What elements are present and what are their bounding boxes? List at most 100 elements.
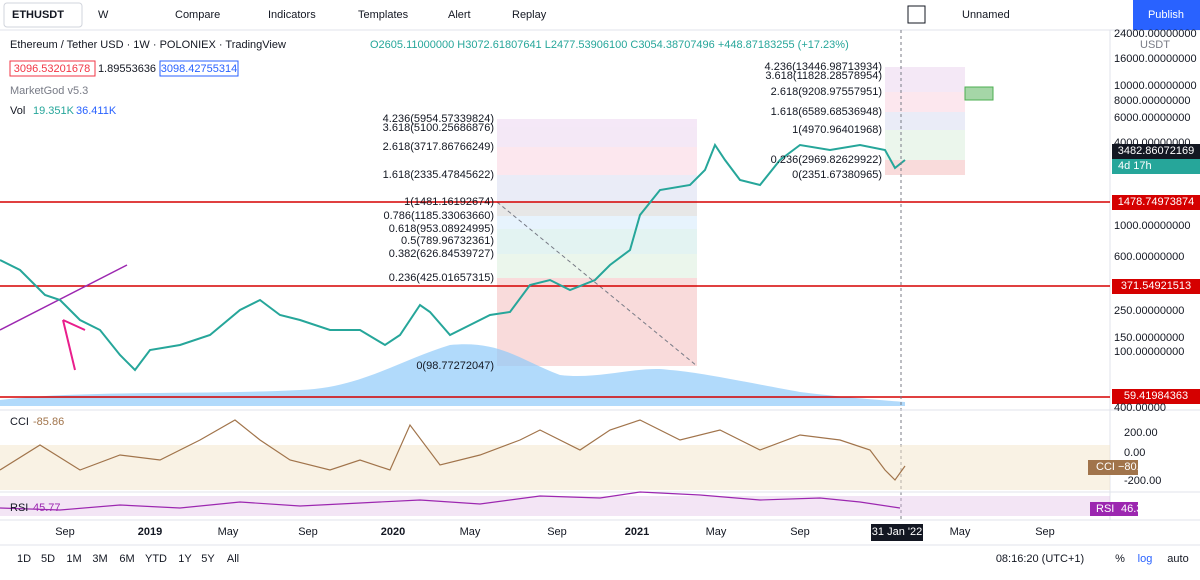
arrow <box>62 319 86 371</box>
rsi-line <box>0 491 901 511</box>
ask-box <box>159 60 239 77</box>
range-button[interactable]: 5Y <box>201 553 215 565</box>
range-button[interactable]: 1Y <box>178 553 192 565</box>
fib-label: 1.618(6589.68536948) <box>771 106 882 118</box>
clock: 08:16:20 (UTC+1) <box>996 553 1084 565</box>
time-label: 2019 <box>138 526 162 538</box>
cci-band <box>0 445 1110 490</box>
fib-label: 2.618(3717.86766249) <box>383 141 494 153</box>
toolbar-item[interactable]: Indicators <box>268 9 316 21</box>
fib-trend-line <box>496 201 698 367</box>
fib-label: 0.236(2969.82629922) <box>771 154 882 166</box>
fib-label: 4.236(13446.98713934) <box>765 61 882 73</box>
cci-tag-value: −80.97 <box>1118 461 1152 473</box>
auto-toggle[interactable]: auto <box>1167 553 1188 565</box>
vol-label: Vol <box>10 105 25 117</box>
drawing-box <box>964 86 994 101</box>
level-tag <box>1112 195 1200 210</box>
toolbar-item[interactable]: Replay <box>512 9 547 21</box>
fib-label: 0.236(425.01657315) <box>389 272 494 284</box>
publish[interactable]: Publish <box>1148 9 1184 21</box>
rsi-tag-name: RSI <box>1096 503 1114 515</box>
toolbar-item[interactable]: Templates <box>358 9 409 21</box>
last-price: 3482.86072169 <box>1118 145 1194 157</box>
range-button[interactable]: YTD <box>145 553 167 565</box>
rsi-name: RSI <box>10 502 28 514</box>
vol-value: 19.351K <box>33 105 75 117</box>
publish-button[interactable] <box>1133 0 1200 30</box>
time-label: May <box>706 526 727 538</box>
fib-label: 0.382(626.84539727) <box>389 248 494 260</box>
interval[interactable]: W <box>98 9 109 21</box>
range-button[interactable]: 6M <box>119 553 134 565</box>
range-button[interactable]: 1M <box>66 553 81 565</box>
fib-left-box <box>497 119 697 366</box>
cci-axis: 200.00 <box>1124 427 1158 439</box>
price-label: 1000.00000000 <box>1114 220 1190 232</box>
price-label: 10000.00000000 <box>1114 80 1197 92</box>
countdown: 4d 17h <box>1118 160 1152 172</box>
volume-profile <box>0 344 905 406</box>
ask: 3098.42755314 <box>161 63 237 75</box>
time-label: Sep <box>547 526 567 538</box>
cursor-date-tag <box>871 524 923 541</box>
price-label: 150.00000000 <box>1114 332 1184 344</box>
level-price: 371.54921513 <box>1121 280 1191 292</box>
chart-title: Ethereum / Tether USD · 1W · POLONIEX · … <box>10 39 286 51</box>
spread: 1.89553636 <box>98 63 156 75</box>
cci-tag-name: CCI <box>1096 461 1115 473</box>
cursor-date: 31 Jan '22 <box>872 526 922 538</box>
price-label: 6000.00000000 <box>1114 112 1190 124</box>
time-label: 2020 <box>381 526 405 538</box>
price-label: 4000.00000000 <box>1114 137 1190 149</box>
rsi-band <box>0 496 1110 516</box>
cci-axis: 0.00 <box>1124 447 1145 459</box>
price-label: 600.00000000 <box>1114 251 1184 263</box>
fib-label: 2.618(9208.97557951) <box>771 86 882 98</box>
fib-label: 1.618(2335.47845622) <box>383 169 494 181</box>
toolbar-item[interactable]: Compare <box>175 9 220 21</box>
range-button[interactable]: 1D <box>17 553 31 565</box>
level-price: 1478.74973874 <box>1118 196 1194 208</box>
fib-label: 3.618(11828.28578954) <box>765 70 882 82</box>
fib-label: 4.236(5954.57339824) <box>383 113 494 125</box>
currency: USDT <box>1140 39 1170 51</box>
cci-name: CCI <box>10 416 29 428</box>
range-button[interactable]: 5D <box>41 553 55 565</box>
symbol[interactable]: ETHUSDT <box>12 9 64 21</box>
layout-name[interactable]: Unnamed <box>962 9 1010 21</box>
ohlc: O2605.11000000 H3072.61807641 L2477.5390… <box>370 39 849 51</box>
trend-line <box>0 264 128 331</box>
time-label: Sep <box>1035 526 1055 538</box>
time-label: May <box>218 526 239 538</box>
time-label: May <box>950 526 971 538</box>
countdown-tag <box>1112 159 1200 174</box>
price-label: 250.00000000 <box>1114 305 1184 317</box>
symbol-box[interactable] <box>3 2 83 28</box>
fib-label: 3.618(5100.25686876) <box>383 122 494 134</box>
fib-label: 0.5(789.96732361) <box>401 235 494 247</box>
time-label: Sep <box>55 526 75 538</box>
level-price: 59.41984363 <box>1124 390 1188 402</box>
price-line <box>0 142 906 372</box>
last-price-tag <box>1112 144 1200 159</box>
log-toggle[interactable]: log <box>1138 553 1153 565</box>
rsi-tag <box>1090 502 1138 516</box>
price-label: 24000.00000000 <box>1114 28 1197 40</box>
bid-box <box>9 60 96 77</box>
price-label: 400.00000 <box>1114 402 1166 414</box>
percent-toggle[interactable]: % <box>1115 553 1125 565</box>
vol-value: 36.411K <box>76 105 117 117</box>
toolbar <box>0 0 1200 30</box>
cci-tag <box>1088 460 1138 475</box>
time-label: Sep <box>298 526 318 538</box>
toolbar-item[interactable]: Alert <box>448 9 471 21</box>
range-button[interactable]: 3M <box>92 553 107 565</box>
bid: 3096.53201678 <box>14 63 90 75</box>
rsi-value: 45.77 <box>33 502 61 514</box>
range-button[interactable]: All <box>227 553 239 565</box>
cci-axis: -200.00 <box>1124 475 1161 487</box>
level-tag <box>1112 279 1200 294</box>
checkbox[interactable] <box>907 5 926 24</box>
level-tag <box>1112 389 1200 404</box>
